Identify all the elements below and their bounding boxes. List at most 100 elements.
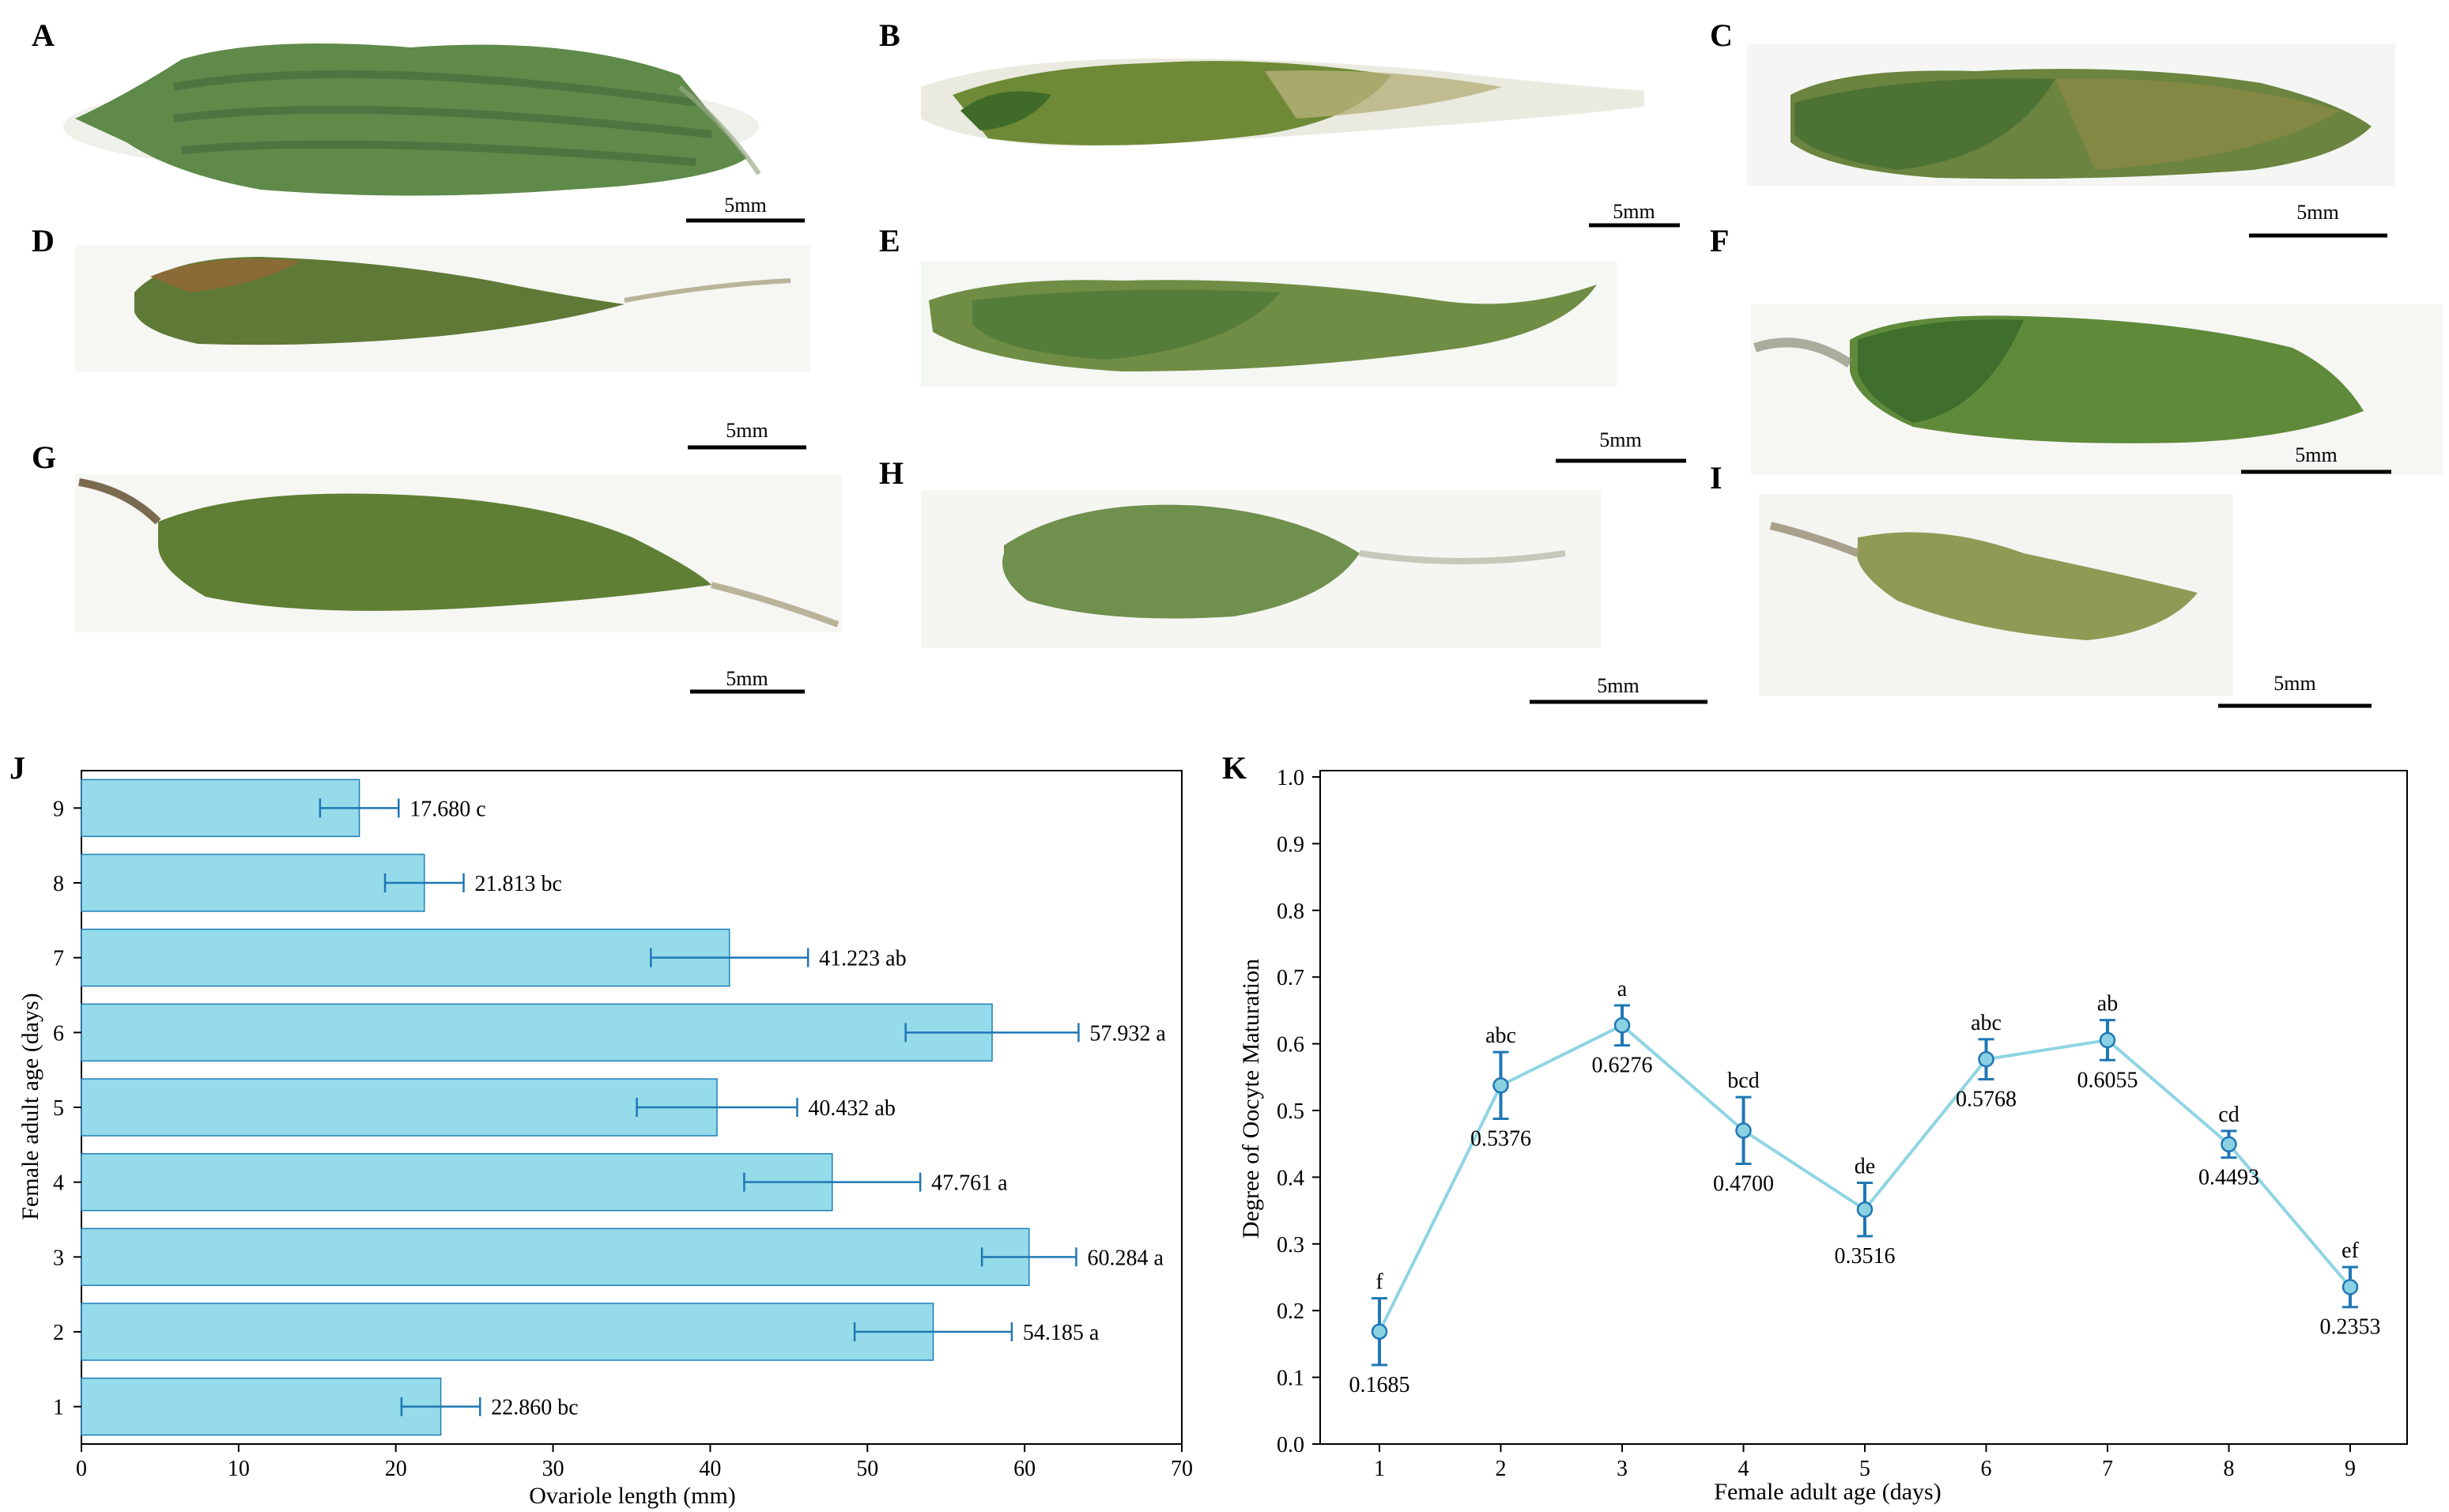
chart-k: K 0.0 0.1 0.2 0.3 0.4 0.5 0.6 0.7 0.8 0.9 1.0 1 2 3 4 5…: [1222, 750, 2408, 1505]
panel-label-i: I: [1710, 460, 1723, 496]
y-tick-label-j: 3: [53, 1246, 64, 1270]
letter-label-day-3: a: [1617, 977, 1628, 1001]
x-tick-label-j: 10: [228, 1457, 250, 1481]
x-tick-label-k: 8: [2224, 1457, 2235, 1481]
x-tick-label-k: 4: [1738, 1457, 1749, 1481]
x-axis-label-k: Female adult age (days): [1714, 1479, 1941, 1505]
photo-i: 5mm I: [1710, 460, 2372, 708]
value-label-day-8: 0.4493: [2198, 1166, 2259, 1190]
scale-label-e: 5mm: [1599, 428, 1641, 451]
line-series-k: f 0.1685 abc 0.5376 a 0.6276 bcd 0.4700 de 0.3516…: [1349, 977, 2381, 1397]
ovary-i: [1856, 532, 2198, 640]
scale-label-b: 5mm: [1613, 200, 1655, 223]
y-tick-label-k: 1.0: [1277, 766, 1304, 790]
ovary-h: [1002, 504, 1360, 619]
panel-label-k: K: [1222, 750, 1247, 786]
panel-label-a: A: [32, 17, 55, 53]
letter-label-day-7: ab: [2097, 992, 2118, 1016]
data-label-day-8: 21.813 bc: [474, 872, 561, 896]
photo-d: 5mm D: [32, 223, 810, 450]
point-day-6: [1978, 1050, 1994, 1068]
x-tick-label-j: 30: [542, 1457, 564, 1481]
x-tick-label-j: 50: [856, 1457, 878, 1481]
panel-label-e: E: [879, 223, 900, 258]
chart-j: J 22.860 bc 54.185 a 60.284 a 47.761 a 40.43…: [9, 750, 1193, 1509]
y-tick-label-j: 7: [53, 947, 64, 971]
y-tick-label-k: 0.3: [1277, 1233, 1304, 1257]
panel-label-f: F: [1710, 223, 1729, 258]
bar-day-7: [81, 928, 730, 987]
plot-frame-k: [1319, 770, 2408, 1445]
x-tick-label-j: 60: [1013, 1457, 1036, 1481]
scale-label-g: 5mm: [726, 667, 768, 690]
photo-e: 5mm E: [879, 223, 1686, 463]
scale-label-i: 5mm: [2274, 672, 2315, 695]
value-label-day-3: 0.6276: [1592, 1054, 1653, 1078]
x-axis-label-j: Ovariole length (mm): [529, 1483, 736, 1509]
bar-day-2: [81, 1303, 934, 1361]
bar-series-j: 22.860 bc 54.185 a 60.284 a 47.761 a 40.432 …: [81, 779, 1166, 1436]
panel-label-d: D: [32, 223, 55, 258]
letter-label-day-6: abc: [1971, 1011, 2002, 1035]
letter-label-day-5: de: [1855, 1154, 1875, 1178]
x-tick-label-j: 20: [385, 1457, 407, 1481]
bar-day-6: [81, 1003, 993, 1062]
scale-label-f: 5mm: [2295, 443, 2337, 466]
point-day-8: [2221, 1136, 2237, 1153]
y-tick-label-j: 6: [53, 1021, 64, 1046]
y-tick-label-k: 0.0: [1277, 1433, 1304, 1457]
bar-day-4: [81, 1152, 833, 1212]
data-label-day-6: 57.932 a: [1089, 1021, 1166, 1046]
x-tick-label-k: 6: [1981, 1457, 1992, 1481]
photo-a: 5mm A: [32, 17, 805, 223]
letter-label-day-9: ef: [2341, 1239, 2359, 1263]
point-day-1: [1371, 1323, 1388, 1340]
letter-label-day-4: bcd: [1727, 1069, 1759, 1093]
y-tick-label-j: 2: [53, 1321, 64, 1345]
x-tick-label-k: 2: [1496, 1457, 1507, 1481]
scale-label-d: 5mm: [726, 419, 768, 442]
bar-day-9: [81, 779, 360, 838]
ovary-g: [158, 493, 711, 611]
point-day-2: [1492, 1077, 1509, 1094]
photo-f: 5mm F: [1710, 223, 2443, 474]
panel-label-c: C: [1710, 17, 1733, 53]
photo-panels: 5mm A 5mm B 5mm C: [32, 17, 2443, 708]
data-label-day-2: 54.185 a: [1023, 1321, 1100, 1345]
photo-b: 5mm B: [879, 17, 1680, 228]
value-label-day-1: 0.1685: [1349, 1373, 1410, 1397]
letter-label-day-8: cd: [2218, 1103, 2239, 1127]
point-day-3: [1613, 1017, 1631, 1034]
point-day-4: [1735, 1122, 1752, 1139]
axes-k: 0.0 0.1 0.2 0.3 0.4 0.5 0.6 0.7 0.8 0.9 1.0 1 2 3 4 5 6 7…: [1277, 766, 2356, 1481]
x-tick-label-j: 70: [1171, 1457, 1193, 1481]
data-label-day-7: 41.223 ab: [819, 947, 906, 971]
scale-label-c: 5mm: [2296, 201, 2338, 224]
letter-label-day-2: abc: [1485, 1024, 1516, 1048]
axes-j: 0 10 20 30 40 50 60 70 1 2 3 4 5 6 7 8 9: [53, 797, 1193, 1481]
data-label-day-1: 22.860 bc: [491, 1396, 578, 1420]
panel-label-b: B: [879, 17, 900, 53]
bar-day-5: [81, 1078, 718, 1137]
y-tick-label-k: 0.7: [1277, 966, 1304, 990]
x-tick-label-j: 40: [699, 1457, 721, 1481]
y-tick-label-j: 4: [53, 1171, 64, 1196]
point-day-5: [1856, 1201, 1874, 1218]
x-tick-label-k: 7: [2102, 1457, 2113, 1481]
photo-c: 5mm C: [1710, 17, 2395, 238]
y-tick-label-k: 0.1: [1277, 1367, 1304, 1391]
y-tick-label-k: 0.2: [1277, 1299, 1304, 1324]
x-tick-label-j: 0: [76, 1457, 87, 1481]
x-tick-label-k: 1: [1374, 1457, 1385, 1481]
value-label-day-7: 0.6055: [2077, 1068, 2138, 1092]
x-tick-label-k: 3: [1617, 1457, 1628, 1481]
y-tick-label-j: 9: [53, 797, 64, 821]
y-tick-label-k: 0.6: [1277, 1033, 1304, 1058]
value-label-day-6: 0.5768: [1956, 1088, 2017, 1112]
panel-label-j: J: [9, 750, 25, 786]
y-tick-label-j: 8: [53, 872, 64, 896]
y-axis-label-k: Degree of Oocyte Maturation: [1238, 959, 1264, 1239]
scale-label-h: 5mm: [1597, 674, 1639, 697]
data-label-day-5: 40.432 ab: [808, 1096, 895, 1121]
